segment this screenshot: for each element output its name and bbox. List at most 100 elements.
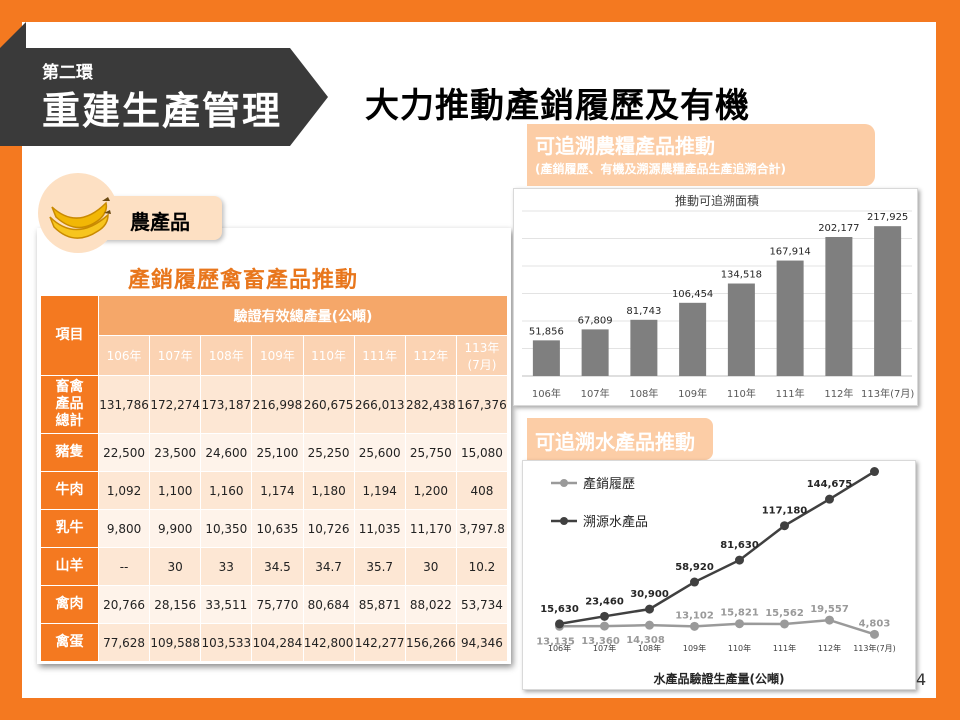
data-point bbox=[825, 615, 834, 625]
bar bbox=[679, 302, 707, 376]
data-point bbox=[555, 619, 564, 629]
table-cell: 11,170 bbox=[404, 509, 457, 548]
table-cell: 1,174 bbox=[251, 471, 304, 510]
table-cell: 80,684 bbox=[302, 585, 355, 624]
table-cell: 20,766 bbox=[97, 585, 151, 624]
grain-section-title: 可追溯農糧產品推動 bbox=[535, 134, 715, 158]
data-label: 15,821 bbox=[720, 608, 759, 619]
data-point bbox=[870, 629, 879, 639]
row-label: 豬隻 bbox=[40, 433, 99, 472]
aqua-header-box bbox=[527, 418, 713, 460]
table-cell: 23,500 bbox=[149, 433, 202, 472]
bar-value-label: 202,177 bbox=[818, 223, 859, 234]
table-cell: 28,156 bbox=[149, 585, 202, 624]
table-row: 禽蛋 77,628 109,588 103,533 104,284 142,800 142,… bbox=[40, 623, 509, 662]
legend-label: 溯源水產品 bbox=[583, 514, 648, 530]
data-label: 13,135 bbox=[536, 636, 575, 647]
data-label: 81,630 bbox=[720, 540, 759, 551]
data-label: 19,557 bbox=[810, 604, 849, 615]
table-heading: 產銷履歷禽畜產品推動 bbox=[128, 268, 359, 293]
data-label: 13,102 bbox=[675, 610, 714, 621]
data-point bbox=[825, 494, 834, 504]
table-cell: 282,438 bbox=[404, 375, 457, 434]
table-cell: 30 bbox=[149, 547, 202, 586]
table-cell: 75,770 bbox=[251, 585, 304, 624]
banana-icon-circle bbox=[38, 173, 118, 253]
aqua-section-title: 可追溯水產品推動 bbox=[535, 430, 695, 454]
row-label: 牛肉 bbox=[40, 471, 99, 510]
data-label: 23,460 bbox=[585, 596, 624, 607]
bar-value-label: 134,518 bbox=[721, 270, 762, 281]
bar-value-label: 81,743 bbox=[626, 306, 661, 317]
year-header-0: 106年 bbox=[97, 335, 151, 376]
bar bbox=[581, 329, 609, 376]
series-line bbox=[559, 618, 875, 636]
year-header-2: 108年 bbox=[200, 335, 253, 376]
table-cell: 10,635 bbox=[251, 509, 304, 548]
table-cell: 260,675 bbox=[302, 375, 355, 434]
table-cell: 10,350 bbox=[200, 509, 253, 548]
data-label: 58,920 bbox=[675, 562, 714, 573]
page-number: 4 bbox=[916, 670, 927, 689]
x-tick-label: 106年 bbox=[532, 387, 561, 400]
bar-value-label: 51,856 bbox=[529, 326, 564, 337]
data-point bbox=[645, 604, 654, 614]
x-axis-label: 水產品驗證生產量(公噸) bbox=[654, 671, 785, 686]
table-cell: 1,194 bbox=[353, 471, 406, 510]
bar bbox=[727, 283, 755, 376]
section-subtitle: 第二環 bbox=[42, 63, 93, 83]
data-point bbox=[690, 577, 699, 587]
year-header-6: 112年 bbox=[404, 335, 457, 376]
x-tick-label: 108年 bbox=[629, 387, 658, 400]
table-cell: 25,600 bbox=[353, 433, 406, 472]
table-cell: 25,750 bbox=[404, 433, 457, 472]
series-line bbox=[559, 470, 876, 626]
banana-icon bbox=[49, 197, 111, 239]
row-label: 禽蛋 bbox=[40, 623, 99, 662]
data-label: 4,803 bbox=[859, 618, 891, 629]
traceable-area-chart: 推動可追溯面積 51,856 106年 67,809 107年 81,743 108年 106… bbox=[513, 188, 918, 406]
table-cell: 1,160 bbox=[200, 471, 253, 510]
data-point bbox=[780, 619, 789, 629]
table-cell: 94,346 bbox=[455, 623, 509, 662]
year-header-1: 107年 bbox=[149, 335, 202, 376]
table-cell: 34.7 bbox=[302, 547, 355, 586]
data-point bbox=[690, 621, 699, 631]
table-row: 乳牛 9,800 9,900 10,350 10,635 10,726 11,035 11,1… bbox=[40, 509, 509, 548]
table-cell: 11,035 bbox=[353, 509, 406, 548]
year-header-7: 113年 (7月) bbox=[455, 335, 509, 376]
x-tick-label: 107年 bbox=[593, 643, 616, 653]
year-header-5: 111年 bbox=[353, 335, 406, 376]
section-corner-decoration bbox=[0, 22, 26, 48]
table-cell: 142,277 bbox=[353, 623, 406, 662]
bar-value-label: 217,925 bbox=[867, 212, 908, 223]
table-cell: 3,797.8 bbox=[455, 509, 509, 548]
data-point bbox=[600, 611, 609, 621]
category-label: 農產品 bbox=[130, 210, 190, 234]
data-label: 14,308 bbox=[626, 635, 665, 646]
x-tick-label: 111年 bbox=[776, 387, 805, 400]
data-point bbox=[645, 620, 654, 630]
table-cell: 9,800 bbox=[97, 509, 151, 548]
data-label: 15,562 bbox=[765, 608, 804, 619]
table-cell: 35.7 bbox=[353, 547, 406, 586]
bar bbox=[776, 260, 804, 376]
data-label: 144,675 bbox=[807, 479, 853, 490]
table-cell: 53,734 bbox=[455, 585, 509, 624]
table-cell: 25,100 bbox=[251, 433, 304, 472]
item-header-cell: 項目 bbox=[40, 295, 99, 376]
table-row: 山羊 -- 30 33 34.5 34.7 35.7 30 10.2 bbox=[40, 547, 509, 586]
bar-value-label: 106,454 bbox=[672, 289, 713, 300]
table-cell: 1,200 bbox=[404, 471, 457, 510]
x-tick-label: 110年 bbox=[728, 643, 751, 653]
data-label: 15,630 bbox=[540, 604, 579, 615]
table-cell: 131,786 bbox=[97, 375, 151, 434]
table-cell: -- bbox=[97, 547, 151, 586]
data-label: 173,225 bbox=[852, 461, 898, 463]
category-tag bbox=[100, 196, 222, 240]
table-cell: 10,726 bbox=[302, 509, 355, 548]
data-label: 13,360 bbox=[581, 636, 620, 647]
chart-title: 推動可追溯面積 bbox=[675, 193, 759, 208]
table-row: 畜禽 產品 總計 131,786 172,274 173,187 216,998 260,… bbox=[40, 375, 509, 434]
bar-value-label: 167,914 bbox=[769, 247, 810, 258]
